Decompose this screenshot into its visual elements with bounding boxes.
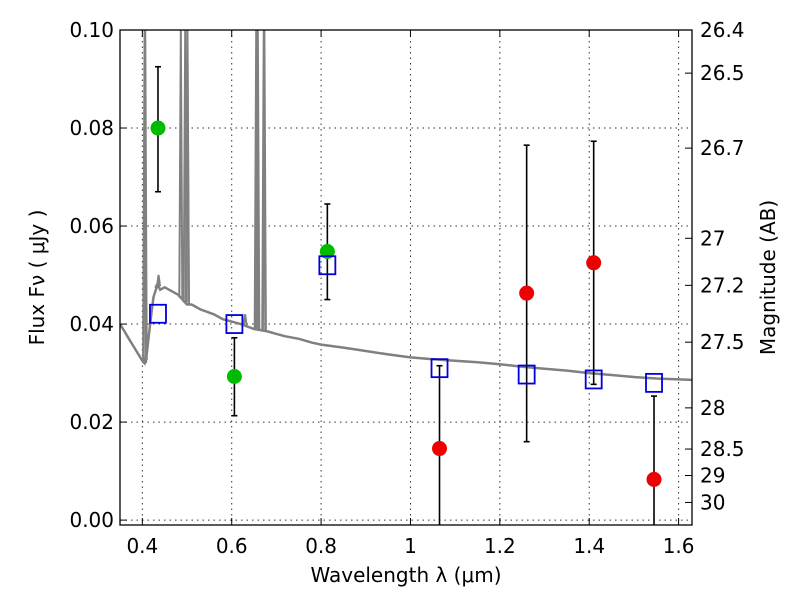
right-tick-label: 26.4 <box>700 18 745 42</box>
model-point <box>645 372 663 393</box>
x-tick-label: 1.2 <box>484 534 516 558</box>
x-tick-label: 1 <box>404 534 417 558</box>
right-tick-label: 28.5 <box>700 437 745 461</box>
right-tick-label: 29 <box>700 464 725 488</box>
y-tick-label: 0.10 <box>69 18 114 42</box>
plot-frame <box>119 29 693 526</box>
data-markers <box>149 120 663 487</box>
data-point <box>646 471 662 487</box>
x-axis-label: Wavelength λ (μm) <box>310 563 501 587</box>
model-spectrum <box>120 30 692 382</box>
emission-line <box>261 30 267 331</box>
y-axis-label-right: Magnitude (AB) <box>756 200 780 355</box>
model-point <box>430 358 449 379</box>
right-tick-label: 26.7 <box>700 136 745 160</box>
axis-ticks: 0.4 0.6 0.8 1 1.2 1.4 1.6 0.00 0.02 0.04 0.06 0.08 0… <box>69 18 744 558</box>
y-tick-label: 0.00 <box>69 508 114 532</box>
y-tick-label: 0.04 <box>69 312 114 336</box>
model-point <box>517 364 536 385</box>
right-tick-label: 28 <box>700 396 725 420</box>
x-tick-label: 1.4 <box>573 534 605 558</box>
model-point <box>225 314 244 334</box>
model-point <box>318 255 337 276</box>
x-tick-label: 0.8 <box>305 534 337 558</box>
spectrum-continuum <box>120 281 692 382</box>
emission-line <box>253 30 259 330</box>
y-tick-label: 0.06 <box>69 214 114 238</box>
emission-line <box>178 30 184 298</box>
x-tick-label: 0.6 <box>216 534 248 558</box>
y-axis-label: Flux Fν ( μJy ) <box>25 210 49 346</box>
error-bars <box>154 65 658 525</box>
grid <box>120 29 692 525</box>
data-point <box>586 255 602 271</box>
emission-line <box>156 274 162 287</box>
emission-line <box>184 30 190 305</box>
data-point <box>150 120 166 136</box>
emission-line <box>242 314 248 326</box>
right-tick-label: 27.5 <box>700 330 745 354</box>
y-tick-label: 0.02 <box>69 410 114 434</box>
right-tick-label: 27.2 <box>700 273 745 297</box>
right-tick-label: 30 <box>700 490 725 514</box>
emission-line <box>142 30 148 361</box>
x-tick-label: 1.6 <box>663 534 695 558</box>
right-tick-label: 27 <box>700 226 725 250</box>
right-tick-label: 26.5 <box>700 61 745 85</box>
y-tick-label: 0.08 <box>69 116 114 140</box>
data-point <box>226 369 242 384</box>
x-tick-label: 0.4 <box>126 534 158 558</box>
data-point <box>319 244 335 260</box>
model-point <box>584 369 603 390</box>
data-point <box>432 441 448 457</box>
model-point <box>149 303 167 324</box>
data-point <box>519 285 535 301</box>
